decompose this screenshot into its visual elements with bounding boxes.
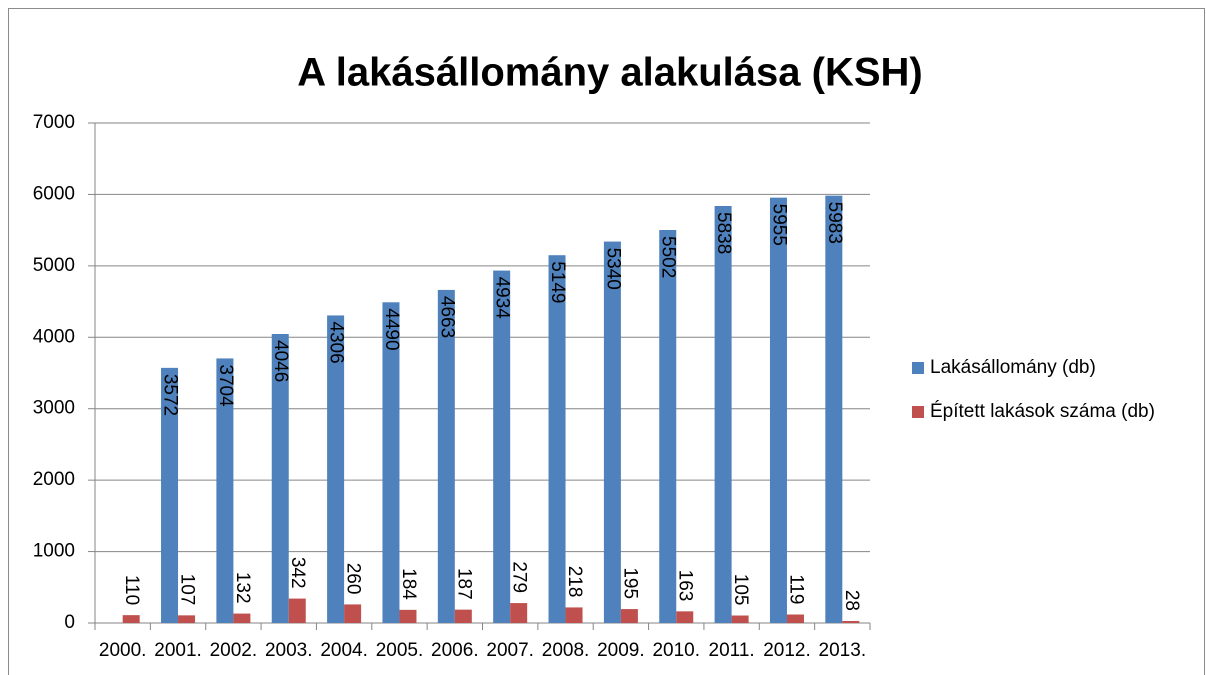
data-label: 5955 [768, 204, 789, 246]
bar [344, 604, 362, 623]
x-tick-label: 2004. [320, 640, 368, 661]
data-label: 5983 [824, 202, 845, 244]
y-tick-label: 4000 [33, 326, 75, 347]
data-label: 187 [453, 568, 474, 600]
y-tick-label: 1000 [33, 541, 75, 562]
data-label: 218 [564, 566, 585, 598]
data-label: 5149 [547, 261, 568, 303]
x-tick-label: 2001. [154, 640, 202, 661]
data-label: 132 [232, 572, 253, 604]
bar [437, 289, 455, 623]
data-label: 28 [841, 590, 862, 611]
data-label: 163 [675, 570, 696, 602]
data-label: 3572 [160, 374, 181, 416]
data-label: 4046 [270, 340, 291, 382]
bar [731, 615, 749, 623]
legend-label: Épített lakások száma (db) [930, 401, 1155, 422]
bar [603, 241, 621, 624]
bar [620, 609, 638, 623]
bar [288, 598, 306, 623]
x-tick-label: 2010. [652, 640, 700, 661]
data-label: 195 [619, 567, 640, 599]
data-label: 5340 [602, 248, 623, 290]
chart-title: A lakásállomány alakulása (KSH) [297, 51, 922, 95]
bar [399, 609, 417, 623]
bar [271, 334, 289, 623]
y-tick-label: 6000 [33, 183, 75, 204]
legend-label: Lakásállomány (db) [930, 357, 1096, 378]
x-tick-label: 2013. [819, 640, 867, 661]
bar [510, 603, 528, 623]
bar [382, 302, 400, 623]
bar [565, 607, 583, 623]
x-tick-label: 2003. [265, 640, 313, 661]
bar [769, 197, 787, 623]
data-label: 5502 [658, 236, 679, 278]
data-label: 4490 [381, 308, 402, 350]
y-tick-label: 5000 [33, 255, 75, 276]
x-tick-label: 2008. [542, 640, 590, 661]
data-label: 184 [398, 568, 419, 600]
bar [714, 206, 732, 623]
bar [825, 195, 843, 623]
bar [659, 230, 677, 623]
data-label: 279 [509, 561, 530, 593]
bar [842, 621, 860, 623]
y-tick-label: 0 [64, 612, 75, 633]
data-label: 342 [287, 557, 308, 589]
legend-swatch [912, 362, 924, 374]
data-label: 5838 [713, 212, 734, 254]
bar [178, 615, 196, 623]
x-tick-label: 2009. [597, 640, 645, 661]
x-tick-label: 2006. [431, 640, 479, 661]
y-tick-label: 7000 [33, 112, 75, 133]
x-tick-label: 2000. [99, 640, 147, 661]
data-label: 107 [177, 574, 198, 606]
data-label: 105 [730, 574, 751, 606]
y-tick-label: 2000 [33, 469, 75, 490]
data-label: 119 [785, 574, 806, 604]
bar [161, 367, 179, 623]
data-label: 4663 [436, 296, 457, 338]
y-tick-label: 3000 [33, 398, 75, 419]
data-label: 4306 [326, 321, 347, 363]
data-label: 260 [343, 563, 364, 595]
bar [327, 315, 345, 623]
x-tick-label: 2011. [709, 640, 755, 661]
bar [216, 358, 234, 623]
x-tick-label: 2007. [486, 640, 534, 661]
x-tick-label: 2002. [210, 640, 258, 661]
data-label: 4934 [492, 277, 513, 320]
legend-swatch [912, 406, 924, 418]
bar [493, 270, 511, 623]
bar [786, 614, 804, 623]
bar [233, 613, 251, 623]
data-label: 110 [121, 575, 142, 605]
x-tick-label: 2005. [376, 640, 424, 661]
bar [122, 615, 140, 623]
x-tick-label: 2012. [763, 640, 811, 661]
data-label: 3704 [215, 364, 236, 407]
bar [676, 611, 694, 623]
bar [548, 255, 566, 623]
bar [454, 609, 472, 623]
